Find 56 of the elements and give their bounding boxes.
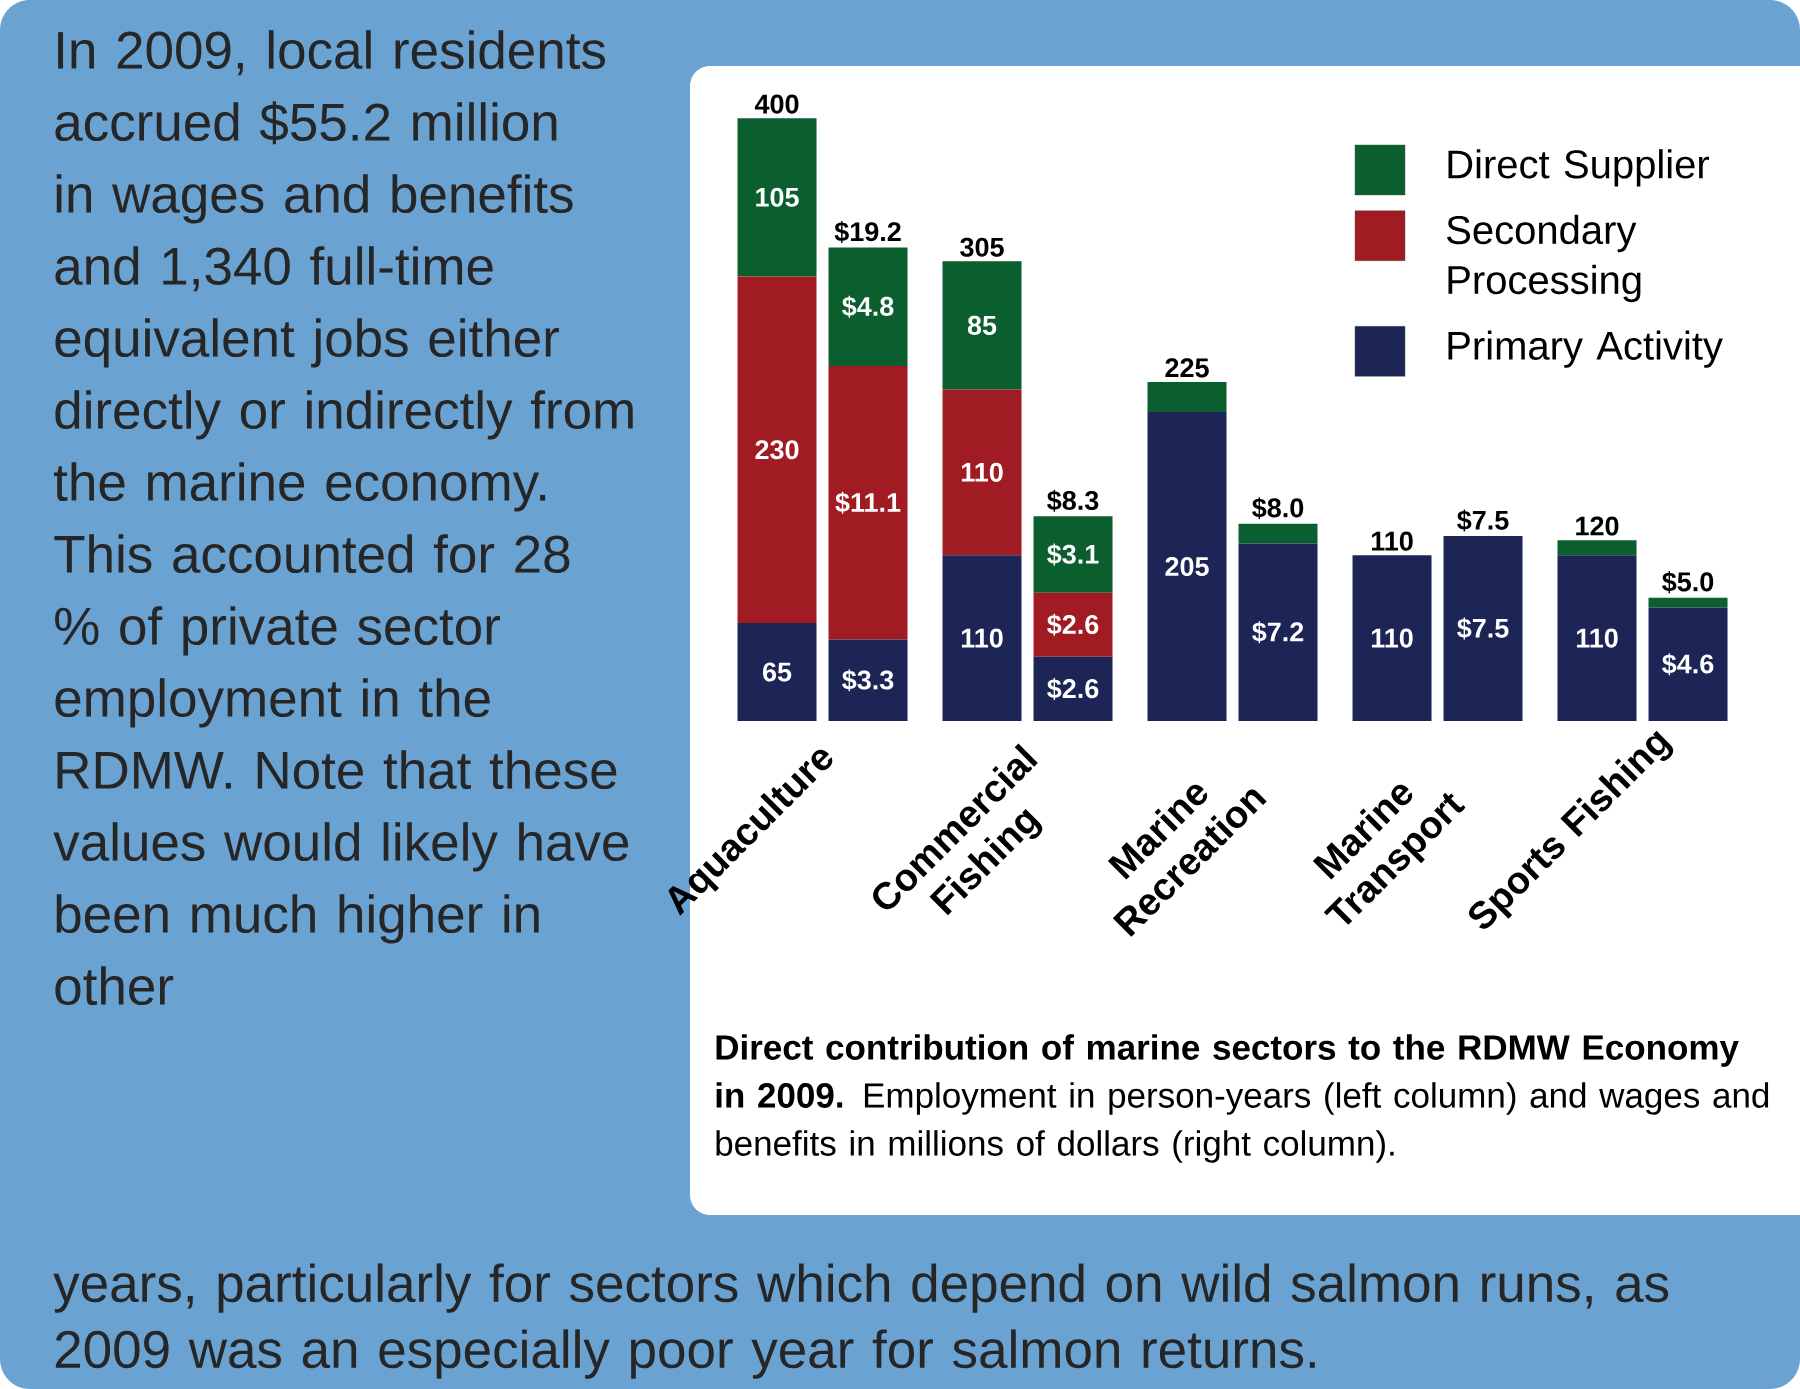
bar <box>737 276 817 624</box>
text: Direct contribution of marine sectors to the RDMW Economy in 2009. Employment in person-years (left column) and wages and benefits in millions of dollars (right column). <box>716 1034 1769 1163</box>
data-label: 110 <box>961 462 1003 482</box>
data-label: $3.3 <box>842 669 894 692</box>
data-label: 65 <box>762 662 792 682</box>
text: 225 <box>1165 358 1209 378</box>
bar <box>1033 656 1113 721</box>
bar <box>828 365 908 640</box>
bar <box>737 623 817 721</box>
text: 305 <box>960 237 1004 257</box>
bar <box>942 261 1022 390</box>
data-label: $2.6 <box>1047 677 1099 700</box>
data-label: $3.1 <box>1047 543 1099 566</box>
text: In 2009, local residents accrued $55.2 million in wages and benefits and 1,340 full-time equivalent jobs either directly or indirectly from the marine economy. This accounted for 28 % of private sector employment in the RDMW. Note that these values would likely have been much higher in other <box>53 30 633 1006</box>
legend-label: Secondary Processing <box>1447 214 1641 303</box>
text: $8.3 <box>1047 489 1099 512</box>
bar <box>828 247 908 366</box>
bar <box>1238 523 1318 544</box>
data-label: $2.6 <box>1047 613 1099 636</box>
bar <box>1147 381 1227 413</box>
data-label: 230 <box>755 440 799 460</box>
bar <box>942 389 1022 556</box>
text: 400 <box>754 94 799 114</box>
data-label: 110 <box>1576 628 1618 648</box>
text: 110 <box>1371 531 1413 551</box>
bar <box>828 639 908 721</box>
text: 120 <box>1576 516 1619 536</box>
bar <box>1443 536 1523 721</box>
legend-label: Direct Supplier <box>1448 149 1710 187</box>
data-label: $4.8 <box>842 295 894 318</box>
text: $8.0 <box>1252 497 1304 520</box>
data-label: $7.2 <box>1252 621 1304 644</box>
bar <box>1557 540 1637 556</box>
bar <box>1033 516 1113 593</box>
bar <box>1147 412 1227 721</box>
legend-label: Primary Activity <box>1448 330 1723 368</box>
data-label: $11.1 <box>835 491 901 514</box>
text: years, particularly for sectors which depend on wild salmon runs, as 2009 was an especially poor year for salmon returns. <box>53 1263 1669 1379</box>
bar <box>1238 543 1318 721</box>
bar <box>737 118 817 277</box>
data-label: $7.5 <box>1457 617 1509 640</box>
bar <box>942 555 1022 721</box>
data-label: 85 <box>967 315 997 335</box>
bar <box>1648 607 1728 721</box>
data-label: $4.6 <box>1662 653 1714 676</box>
bar <box>1557 555 1637 721</box>
data-label: 205 <box>1165 556 1209 577</box>
bar <box>1648 597 1728 608</box>
bar <box>1033 592 1113 657</box>
data-label: 110 <box>961 628 1003 648</box>
text: $5.0 <box>1662 571 1714 594</box>
text: $19.2 <box>834 220 901 243</box>
data-label: 110 <box>1371 628 1413 648</box>
bar <box>1352 555 1432 721</box>
data-label: 105 <box>756 187 799 207</box>
text: $7.5 <box>1457 509 1509 532</box>
